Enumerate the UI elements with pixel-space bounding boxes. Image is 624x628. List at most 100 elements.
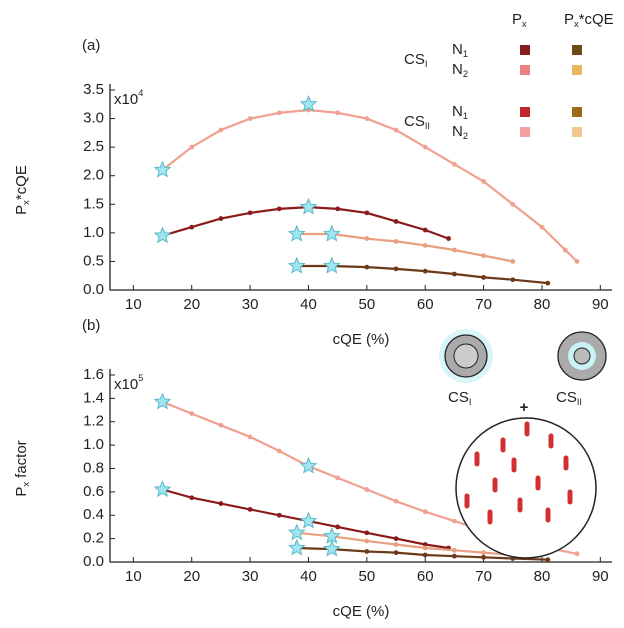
- data-point: [218, 127, 224, 133]
- data-point: [422, 545, 428, 551]
- nanorod-circle: [455, 417, 597, 559]
- data-point: [393, 542, 399, 547]
- data-point: [422, 243, 428, 248]
- legend-swatch: [572, 65, 582, 75]
- axis-multiplier: x105: [114, 373, 143, 393]
- axis-multiplier-part: x10: [114, 376, 138, 393]
- data-point: [545, 557, 551, 563]
- data-point: [335, 524, 341, 530]
- series-line: [296, 531, 513, 557]
- x-tick-label: 30: [242, 568, 259, 585]
- data-point: [574, 551, 580, 557]
- legend-column-part: P: [564, 11, 574, 28]
- inset-plus: +: [520, 399, 529, 416]
- data-point: [364, 236, 370, 241]
- data-point: [422, 268, 428, 274]
- inset-label-part: CS: [448, 389, 469, 406]
- y-tick-label: 1.0: [83, 224, 104, 241]
- x-tick-label: 70: [475, 296, 492, 313]
- panel-label: (a): [82, 37, 100, 54]
- legend-row-part: 1: [463, 49, 468, 59]
- legend-row-part: 2: [463, 131, 468, 141]
- y-axis-label-part: x: [21, 482, 31, 487]
- y-tick-label: 3.0: [83, 110, 104, 127]
- data-point: [562, 247, 568, 253]
- legend-row: N1: [452, 41, 468, 59]
- data-point: [247, 507, 253, 512]
- data-point: [545, 280, 551, 286]
- x-axis-label-part: cQE (%): [333, 603, 390, 620]
- data-point: [393, 239, 399, 244]
- data-point: [393, 550, 399, 556]
- cs-ii-core: [573, 347, 591, 365]
- data-point: [189, 144, 195, 150]
- data-point: [364, 530, 370, 536]
- star-marker: [322, 224, 341, 242]
- series-line: [161, 108, 578, 263]
- legend-row-part: N: [452, 61, 463, 78]
- y-tick-label: 0.0: [83, 553, 104, 570]
- x-axis-label-part: cQE (%): [333, 331, 390, 348]
- x-tick-label: 90: [592, 296, 609, 313]
- data-point: [393, 536, 399, 542]
- data-point: [446, 236, 451, 241]
- x-tick-label: 50: [358, 296, 375, 313]
- star-marker: [153, 160, 172, 178]
- y-axis-label-part: factor: [13, 440, 30, 482]
- inset-label: CSII: [556, 389, 582, 407]
- data-point: [335, 206, 341, 212]
- data-point: [189, 411, 195, 416]
- data-point: [247, 434, 253, 440]
- data-point: [422, 552, 428, 558]
- legend-swatch: [572, 45, 582, 55]
- y-tick-label: 0.6: [83, 483, 104, 500]
- x-tick-label: 90: [592, 568, 609, 585]
- legend-swatch: [520, 65, 530, 75]
- axis-frame: [109, 84, 612, 291]
- legend-swatch: [572, 127, 582, 137]
- data-point: [189, 224, 195, 230]
- data-point: [247, 210, 253, 216]
- data-point: [481, 554, 486, 560]
- legend-row: N2: [452, 123, 468, 141]
- data-point: [510, 277, 516, 283]
- legend-row: N2: [452, 61, 468, 79]
- inset-label-part: CS: [556, 389, 577, 406]
- data-point: [364, 538, 370, 544]
- x-tick-label: 80: [534, 568, 551, 585]
- legend-swatch: [520, 127, 530, 137]
- legend-column: Px: [512, 11, 527, 29]
- x-tick-label: 10: [125, 568, 142, 585]
- data-point: [335, 110, 341, 116]
- y-axis-label-part: x: [21, 200, 31, 205]
- data-point: [364, 487, 370, 492]
- y-tick-label: 1.0: [83, 436, 104, 453]
- star-marker: [287, 224, 306, 242]
- legend-column-part: P: [512, 11, 522, 28]
- star-marker: [299, 456, 318, 474]
- legend-row-part: 2: [463, 69, 468, 79]
- x-axis-label: cQE (%): [333, 331, 390, 348]
- axis-multiplier: x104: [114, 88, 143, 108]
- legend-column-part: x: [574, 19, 579, 29]
- data-point: [189, 495, 195, 501]
- inset-diagram: [439, 329, 607, 559]
- x-tick-label: 30: [242, 296, 259, 313]
- data-point: [451, 271, 457, 277]
- data-point: [393, 498, 399, 504]
- data-point: [218, 501, 224, 506]
- inset-label-part: I: [469, 397, 472, 407]
- star-marker: [153, 392, 172, 410]
- legend-row-part: N: [452, 123, 463, 140]
- data-point: [276, 206, 282, 212]
- x-tick-label: 20: [183, 296, 200, 313]
- data-point: [451, 161, 457, 167]
- legend-column-part: x: [522, 19, 527, 29]
- star-marker: [322, 539, 341, 557]
- legend-group: CSII: [404, 113, 430, 131]
- y-tick-label: 2.5: [83, 138, 104, 155]
- data-point: [510, 259, 516, 264]
- x-tick-label: 60: [417, 296, 434, 313]
- data-point: [481, 179, 486, 184]
